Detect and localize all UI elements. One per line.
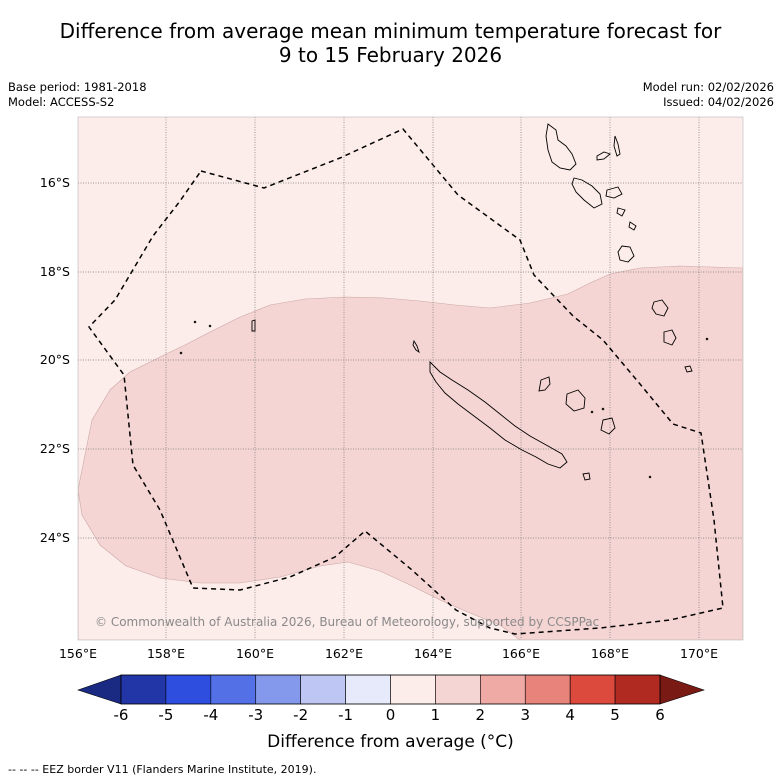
small-islet — [208, 324, 212, 328]
tanna-island — [663, 329, 677, 346]
small-islet — [193, 320, 197, 324]
colorbar-swatch — [569, 674, 616, 705]
map-frame — [77, 116, 744, 641]
colorbar-tick-label: -4 — [203, 706, 219, 724]
lon-label: 156°E — [58, 646, 97, 661]
colorbar — [77, 674, 705, 705]
colorbar-swatch — [165, 674, 212, 705]
copyright-notice: © Commonwealth of Australia 2026, Bureau… — [95, 615, 599, 629]
colorbar-swatch — [255, 674, 301, 705]
lat-label: 22°S — [39, 441, 70, 456]
meta-right: Model run: 02/02/2026 Issued: 04/02/2026 — [643, 80, 774, 110]
eez-footnote: -- -- -- EEZ border V11 (Flanders Marine… — [8, 763, 317, 776]
colorbar-swatch — [480, 674, 526, 705]
ouvea-island — [538, 376, 551, 392]
colorbar-swatch — [390, 674, 436, 705]
isle-of-pines — [582, 472, 591, 481]
lon-label: 166°E — [501, 646, 540, 661]
model-name: Model: ACCESS-S2 — [8, 95, 115, 109]
colorbar-swatch — [210, 674, 257, 705]
base-period: Base period: 1981-2018 — [8, 80, 147, 94]
lon-label: 158°E — [146, 646, 185, 661]
map-title: Difference from average mean minimum tem… — [0, 19, 781, 67]
anomaly-region-high — [78, 265, 743, 640]
meta-left: Base period: 1981-2018 Model: ACCESS-S2 — [8, 80, 147, 110]
coastlines — [179, 123, 709, 481]
colorbar-swatch — [300, 674, 346, 705]
colorbar-tick-label: 3 — [520, 706, 531, 724]
colorbar-label: Difference from average (°C) — [267, 732, 514, 752]
small-islet — [648, 475, 652, 479]
model-run: Model run: 02/02/2026 — [642, 80, 774, 94]
lifou-island — [565, 389, 586, 412]
efate-island — [617, 245, 635, 263]
colorbar-swatch — [614, 674, 661, 705]
belep-islands — [412, 339, 420, 354]
small-islet — [179, 351, 183, 355]
colorbar-swatch — [120, 674, 167, 705]
small-islet — [628, 221, 637, 231]
colorbar-tick-label: -1 — [338, 706, 354, 724]
colorbar-under-arrow — [77, 674, 122, 705]
new-caledonia-island — [429, 360, 568, 469]
lat-label: 16°S — [39, 175, 70, 190]
mare-island — [600, 417, 616, 435]
espiritu-santo — [545, 123, 577, 171]
colorbar-tick-label: -6 — [113, 706, 129, 724]
colorbar-swatch — [435, 674, 481, 705]
colorbar-tick-label: 6 — [655, 706, 665, 724]
lat-label: 24°S — [39, 530, 70, 545]
lat-label: 20°S — [39, 352, 70, 367]
maewo-island — [613, 135, 621, 157]
ambae-island — [596, 151, 611, 161]
anomaly-region-low-south — [78, 489, 521, 640]
ambrym-island — [605, 186, 623, 199]
title-line-2: 9 to 15 February 2026 — [278, 43, 503, 67]
colorbar-tick-label: 2 — [475, 706, 486, 724]
aneityum-island — [684, 365, 693, 373]
malekula-island — [571, 177, 603, 209]
lon-label: 162°E — [324, 646, 363, 661]
small-islet — [601, 407, 605, 411]
colorbar-tick-label: -3 — [248, 706, 264, 724]
colorbar-swatch — [524, 674, 571, 705]
colorbar-tick-label: -5 — [158, 706, 174, 724]
epi-island — [616, 207, 626, 217]
colorbar-frame — [120, 674, 661, 705]
lon-label: 164°E — [413, 646, 452, 661]
colorbar-tick-label: -2 — [293, 706, 309, 724]
lon-label: 160°E — [235, 646, 274, 661]
small-islet — [705, 337, 709, 341]
colorbar-tick-label: 1 — [430, 706, 441, 724]
map-canvas: © Commonwealth of Australia 2026, Bureau… — [78, 117, 743, 640]
eez-border — [88, 128, 724, 635]
gridlines — [78, 117, 743, 640]
colorbar-tick-label: 0 — [385, 706, 396, 724]
title-line-1: Difference from average mean minimum tem… — [59, 19, 722, 43]
colorbar-tick-label: 4 — [565, 706, 575, 724]
small-islet — [251, 319, 256, 332]
colorbar-tick-label: 5 — [610, 706, 620, 724]
lon-label: 168°E — [590, 646, 629, 661]
issued-date: Issued: 04/02/2026 — [663, 95, 774, 109]
colorbar-over-arrow — [659, 674, 705, 705]
erromango-island — [651, 299, 669, 317]
small-islet — [590, 410, 594, 414]
lon-label: 170°E — [679, 646, 718, 661]
lat-label: 18°S — [39, 264, 70, 279]
colorbar-swatch — [345, 674, 391, 705]
